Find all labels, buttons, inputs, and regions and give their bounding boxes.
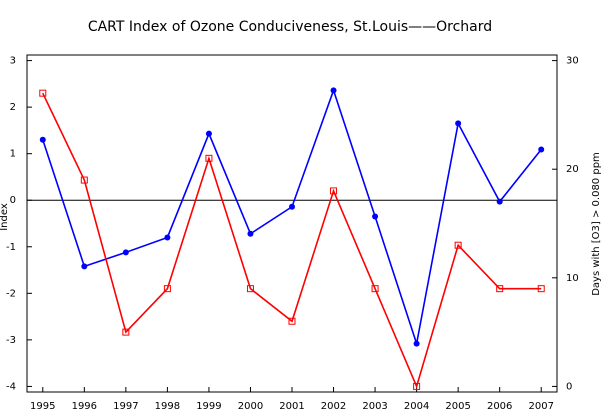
x-tick-label: 2006 (487, 401, 512, 412)
x-tick-label: 1998 (155, 401, 180, 412)
y2-axis-label: Days with [O3] > 0.080 ppm (591, 152, 602, 296)
marker (289, 203, 295, 210)
x-tick-label: 1999 (196, 401, 221, 412)
marker (330, 187, 338, 195)
marker (80, 176, 88, 184)
y-tick-label: -2 (6, 288, 16, 299)
y-axis-label: Index (0, 203, 10, 231)
y-tick-label: -1 (6, 242, 16, 253)
series-line (42, 87, 542, 344)
x-tick-label: 2005 (445, 401, 470, 412)
y-tick-label: 1 (10, 149, 16, 160)
marker (205, 130, 212, 137)
marker (330, 87, 337, 94)
marker (413, 340, 420, 347)
x-tick-label: 1997 (113, 401, 138, 412)
marker (288, 317, 296, 325)
x-tick-label: 2002 (321, 401, 346, 412)
x-tick-label: 2004 (404, 401, 429, 412)
marker (455, 120, 462, 127)
y2-tick-label: 10 (566, 273, 579, 284)
y2-tick-label: 20 (566, 164, 579, 175)
marker (372, 213, 379, 220)
marker (537, 285, 545, 293)
x-tick-label: 1996 (72, 401, 97, 412)
marker (413, 382, 421, 390)
plot-frame (26, 54, 558, 393)
marker (122, 328, 130, 336)
marker (39, 89, 47, 97)
y2-tick-label: 0 (566, 381, 572, 392)
x-tick-label: 2003 (362, 401, 387, 412)
marker (371, 285, 379, 293)
y-tick-label: 0 (10, 195, 16, 206)
y-tick-label: 3 (10, 56, 16, 67)
y-tick-label: -3 (6, 335, 16, 346)
marker (39, 136, 46, 143)
chart-title: CART Index of Ozone Conduciveness, St.Lo… (88, 19, 492, 35)
marker (496, 285, 504, 293)
x-tick-label: 2001 (279, 401, 304, 412)
series-line (42, 92, 542, 389)
y-tick-label: 2 (10, 102, 16, 113)
marker (454, 241, 462, 249)
marker (122, 249, 129, 256)
marker (164, 234, 171, 241)
x-tick-label: 1995 (30, 401, 55, 412)
x-tick-label: 2007 (528, 401, 553, 412)
marker (538, 146, 545, 153)
marker (81, 263, 88, 270)
marker (205, 154, 213, 162)
y-tick-label: -4 (6, 381, 16, 392)
marker (163, 285, 171, 293)
x-tick-label: 2000 (238, 401, 263, 412)
marker (247, 230, 254, 237)
marker (496, 198, 503, 205)
marker (246, 285, 254, 293)
y2-tick-label: 30 (566, 56, 579, 67)
